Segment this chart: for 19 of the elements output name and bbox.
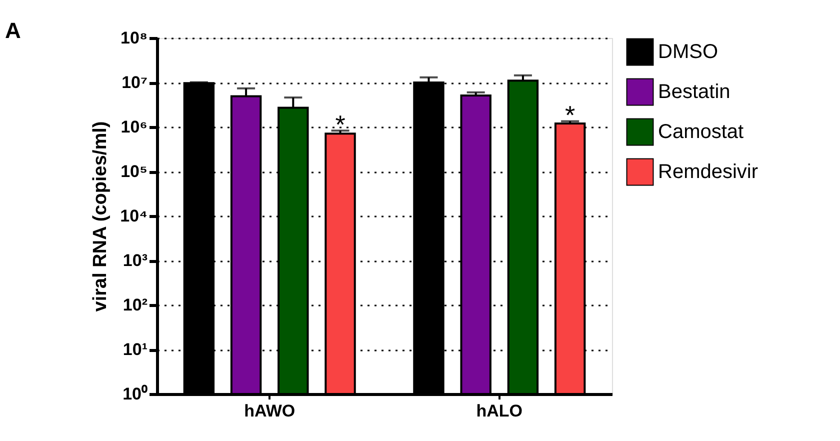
y-tick-label: 10¹ bbox=[122, 340, 148, 359]
legend-label: DMSO bbox=[658, 41, 718, 63]
legend-label: Bestatin bbox=[658, 81, 730, 103]
y-tick-label: 10⁸ bbox=[120, 28, 148, 48]
data-label: * bbox=[335, 110, 346, 140]
y-tick-label: 10² bbox=[122, 296, 148, 314]
legend-label: Camostat bbox=[658, 121, 744, 143]
data-label: * bbox=[565, 100, 576, 130]
y-tick-label: 10⁴ bbox=[120, 206, 148, 226]
y-axis-title: viral RNA (copies/ml) bbox=[90, 121, 112, 312]
x-tick-label: hAWO bbox=[244, 402, 296, 420]
legend-label: Remdesivir bbox=[658, 161, 758, 183]
text: A bbox=[5, 18, 21, 43]
x-tick-label: hALO bbox=[476, 402, 523, 420]
y-tick-label: 10⁰ bbox=[122, 384, 148, 404]
y-tick-label: 10⁷ bbox=[122, 73, 148, 92]
y-tick-label: 10³ bbox=[122, 251, 148, 270]
y-tick-label: 10⁶ bbox=[120, 118, 148, 136]
y-tick-label: 10⁵ bbox=[120, 162, 148, 181]
